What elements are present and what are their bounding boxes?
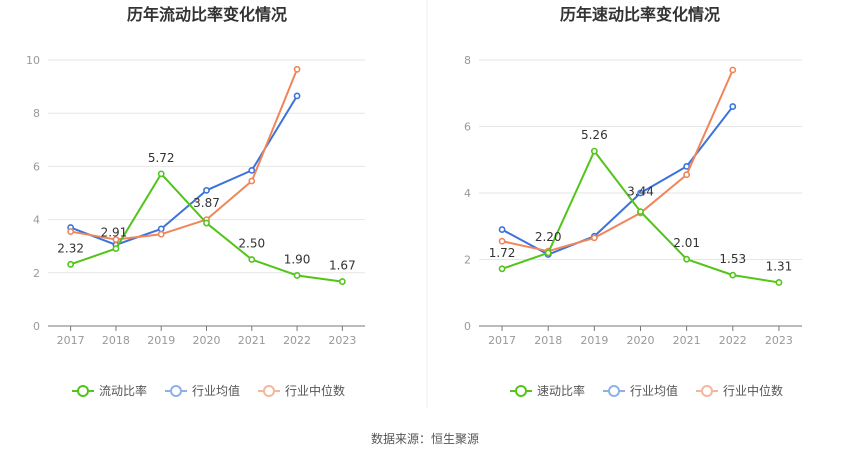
- data-point: [203, 219, 210, 227]
- legend-label: 行业均值: [630, 383, 678, 398]
- data-point: [338, 278, 346, 285]
- y-tick-label: 0: [33, 320, 40, 333]
- data-point: [157, 225, 165, 233]
- data-point: [112, 245, 120, 252]
- legend-label: 行业均值: [192, 383, 240, 398]
- y-tick-label: 6: [464, 121, 471, 134]
- legend-swatch-marker: [701, 385, 713, 397]
- series-line: [70, 95, 298, 246]
- data-label: 2.32: [57, 241, 84, 255]
- x-tick-label: 2019: [147, 334, 175, 347]
- data-label: 1.90: [284, 252, 311, 266]
- x-tick-label: 2017: [57, 334, 85, 347]
- data-point: [293, 65, 301, 73]
- legend-label: 速动比率: [537, 383, 585, 398]
- y-tick-label: 4: [33, 214, 40, 227]
- legend-label: 行业中位数: [285, 383, 345, 398]
- data-point: [203, 186, 210, 194]
- data-point: [248, 177, 256, 185]
- data-point: [683, 171, 691, 179]
- data-point: [590, 147, 598, 155]
- data-point: [637, 189, 644, 197]
- data-point: [637, 208, 644, 216]
- legend-item: 行业均值: [603, 383, 678, 398]
- chart-title: 历年流动比率变化情况: [127, 5, 287, 24]
- y-tick-label: 2: [33, 267, 40, 280]
- data-point: [729, 66, 737, 74]
- x-tick-label: 2018: [102, 334, 130, 347]
- y-tick-label: 8: [33, 107, 40, 120]
- x-tick-label: 2020: [193, 334, 221, 347]
- data-point: [248, 256, 256, 263]
- x-tick-label: 2021: [673, 334, 701, 347]
- data-point: [112, 236, 120, 243]
- y-tick-label: 0: [464, 320, 471, 333]
- legend-swatch-marker: [77, 385, 89, 397]
- y-tick-label: 10: [26, 54, 40, 67]
- x-tick-label: 2023: [328, 334, 356, 347]
- data-label: 3.44: [627, 185, 654, 199]
- data-point: [248, 166, 256, 174]
- legend-item: 行业中位数: [696, 383, 783, 398]
- series-line: [501, 69, 734, 253]
- x-tick-label: 2018: [534, 334, 562, 347]
- data-point: [67, 260, 75, 268]
- legend-swatch-marker: [263, 385, 275, 397]
- data-point: [498, 237, 506, 245]
- data-label: 5.26: [581, 128, 608, 142]
- legend-item: 流动比率: [72, 383, 147, 398]
- y-tick-label: 6: [33, 160, 40, 173]
- data-label: 2.20: [535, 230, 562, 244]
- data-label: 3.87: [193, 196, 220, 210]
- legend-label: 流动比率: [99, 383, 147, 398]
- legend-item: 行业中位数: [258, 383, 345, 398]
- data-label: 1.31: [766, 259, 793, 273]
- data-source: 数据来源：恒生聚源: [370, 432, 479, 446]
- data-point: [67, 228, 75, 235]
- y-tick-label: 4: [464, 187, 471, 200]
- data-point: [683, 255, 691, 263]
- data-point: [498, 226, 506, 233]
- data-point: [544, 249, 552, 257]
- y-tick-label: 2: [464, 254, 471, 267]
- x-tick-label: 2021: [238, 334, 266, 347]
- data-point: [590, 234, 598, 242]
- x-tick-label: 2022: [719, 334, 747, 347]
- x-tick-label: 2022: [283, 334, 311, 347]
- x-tick-label: 2020: [627, 334, 655, 347]
- data-point: [498, 265, 506, 273]
- data-label: 5.72: [148, 151, 175, 165]
- x-tick-label: 2019: [580, 334, 608, 347]
- x-tick-label: 2023: [765, 334, 793, 347]
- legend-swatch-marker: [170, 385, 182, 397]
- x-tick-label: 2017: [488, 334, 516, 347]
- y-tick-label: 8: [464, 54, 471, 67]
- data-point: [293, 272, 301, 279]
- data-point: [293, 92, 301, 100]
- chart-panel-2: 历年速动比率变化情况 0 2 4 6 8 2017 2018 2019 2020 2021 2022 2…: [464, 5, 802, 398]
- data-label: 1.53: [719, 252, 746, 266]
- data-label: 2.50: [238, 237, 265, 251]
- chart-panel-1: 历年流动比率变化情况 0 2 4 6 8 10 2017 2018 2019 2020 2021 202…: [26, 5, 365, 398]
- data-point: [729, 271, 737, 279]
- chart-title: 历年速动比率变化情况: [560, 5, 720, 24]
- legend-swatch-marker: [608, 385, 620, 397]
- data-point: [157, 170, 165, 178]
- legend-item: 速动比率: [510, 383, 585, 398]
- data-label: 2.01: [673, 236, 700, 250]
- data-label: 2.91: [101, 226, 128, 240]
- data-label: 1.72: [489, 246, 516, 260]
- data-point: [729, 103, 737, 110]
- data-point: [157, 230, 165, 238]
- legend-swatch-marker: [515, 385, 527, 397]
- legend-label: 行业中位数: [723, 383, 783, 398]
- legend-item: 行业均值: [165, 383, 240, 398]
- data-point: [775, 279, 783, 286]
- series-line: [70, 68, 298, 241]
- data-label: 1.67: [329, 259, 356, 273]
